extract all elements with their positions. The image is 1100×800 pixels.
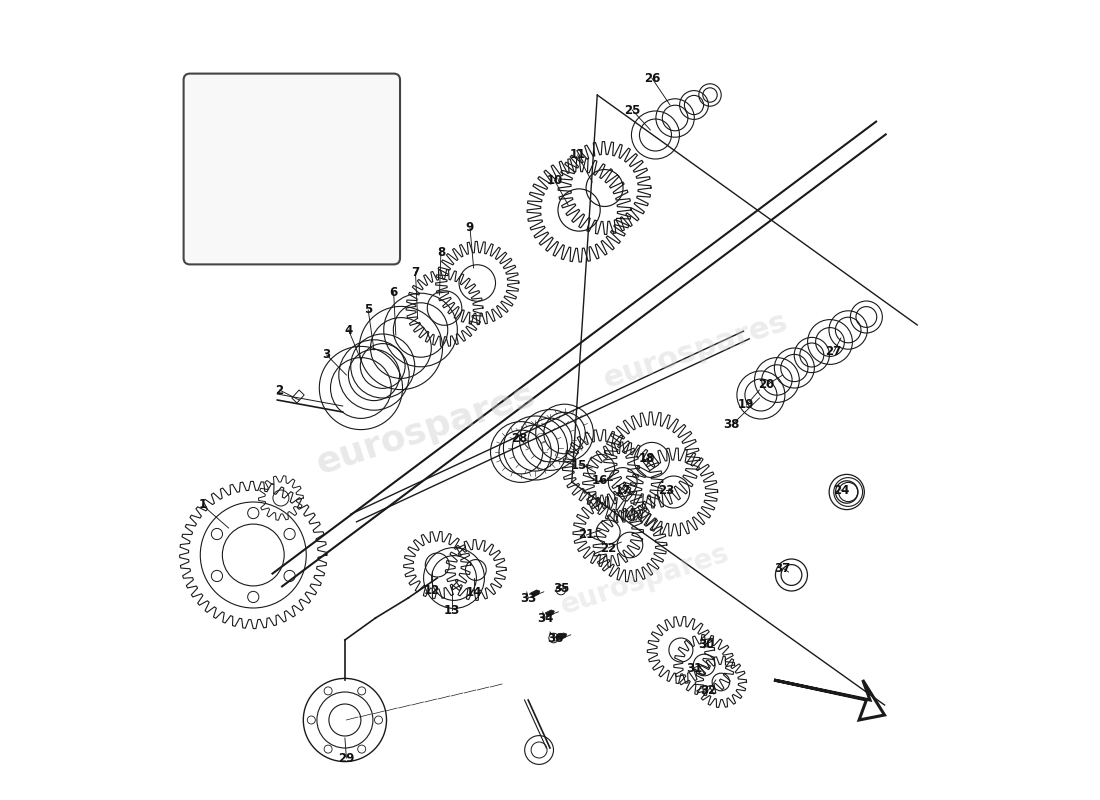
Text: N.B.: i particolari pos. 36 e 37
sono compresi rispettivamente
nelle pos. 28 e 2: N.B.: i particolari pos. 36 e 37 sono co… <box>197 90 387 123</box>
Text: eurospares: eurospares <box>557 539 733 621</box>
FancyArrow shape <box>546 610 554 617</box>
Text: 28: 28 <box>512 431 528 445</box>
Text: 18: 18 <box>638 451 654 465</box>
Text: 35: 35 <box>552 582 569 594</box>
Text: 21: 21 <box>579 529 594 542</box>
FancyBboxPatch shape <box>184 74 400 264</box>
Text: 26: 26 <box>644 71 660 85</box>
Text: 34: 34 <box>537 611 553 625</box>
Text: 37: 37 <box>774 562 791 574</box>
FancyArrow shape <box>530 590 540 597</box>
Text: 3: 3 <box>322 349 331 362</box>
Text: 29: 29 <box>338 751 354 765</box>
Text: 9: 9 <box>466 222 474 234</box>
FancyArrow shape <box>558 633 566 640</box>
Text: 27: 27 <box>825 346 842 358</box>
Text: 12: 12 <box>425 583 440 597</box>
Text: 36: 36 <box>547 631 563 645</box>
Text: 23: 23 <box>658 483 674 497</box>
Text: NOTE: parts pos. 36 and 37 are
respectively also included
in parts pos. 28 and 2: NOTE: parts pos. 36 and 37 are respectiv… <box>210 156 373 190</box>
Text: 19: 19 <box>738 398 755 411</box>
Text: 16: 16 <box>592 474 607 486</box>
Text: 14: 14 <box>465 586 482 599</box>
Text: 38: 38 <box>724 418 740 431</box>
Text: 30: 30 <box>698 638 715 651</box>
Text: 5: 5 <box>364 303 372 317</box>
Text: 24: 24 <box>833 483 849 497</box>
Text: eurospares: eurospares <box>600 306 792 394</box>
Text: 1: 1 <box>198 498 207 511</box>
Text: 15: 15 <box>571 458 587 471</box>
Text: 10: 10 <box>547 174 562 186</box>
Text: 7: 7 <box>411 266 419 278</box>
Text: 11: 11 <box>570 149 586 162</box>
Text: 13: 13 <box>443 603 460 617</box>
Text: 8: 8 <box>437 246 446 258</box>
Text: 33: 33 <box>520 591 537 605</box>
Text: 2: 2 <box>275 383 284 397</box>
Text: 20: 20 <box>759 378 774 391</box>
Text: 4: 4 <box>344 323 353 337</box>
Text: 6: 6 <box>389 286 398 298</box>
Text: 25: 25 <box>624 103 640 117</box>
Text: 22: 22 <box>601 542 616 554</box>
Text: eurospares: eurospares <box>312 378 540 482</box>
Text: 32: 32 <box>701 683 717 697</box>
Text: 17: 17 <box>615 483 631 497</box>
Text: 31: 31 <box>686 662 702 674</box>
